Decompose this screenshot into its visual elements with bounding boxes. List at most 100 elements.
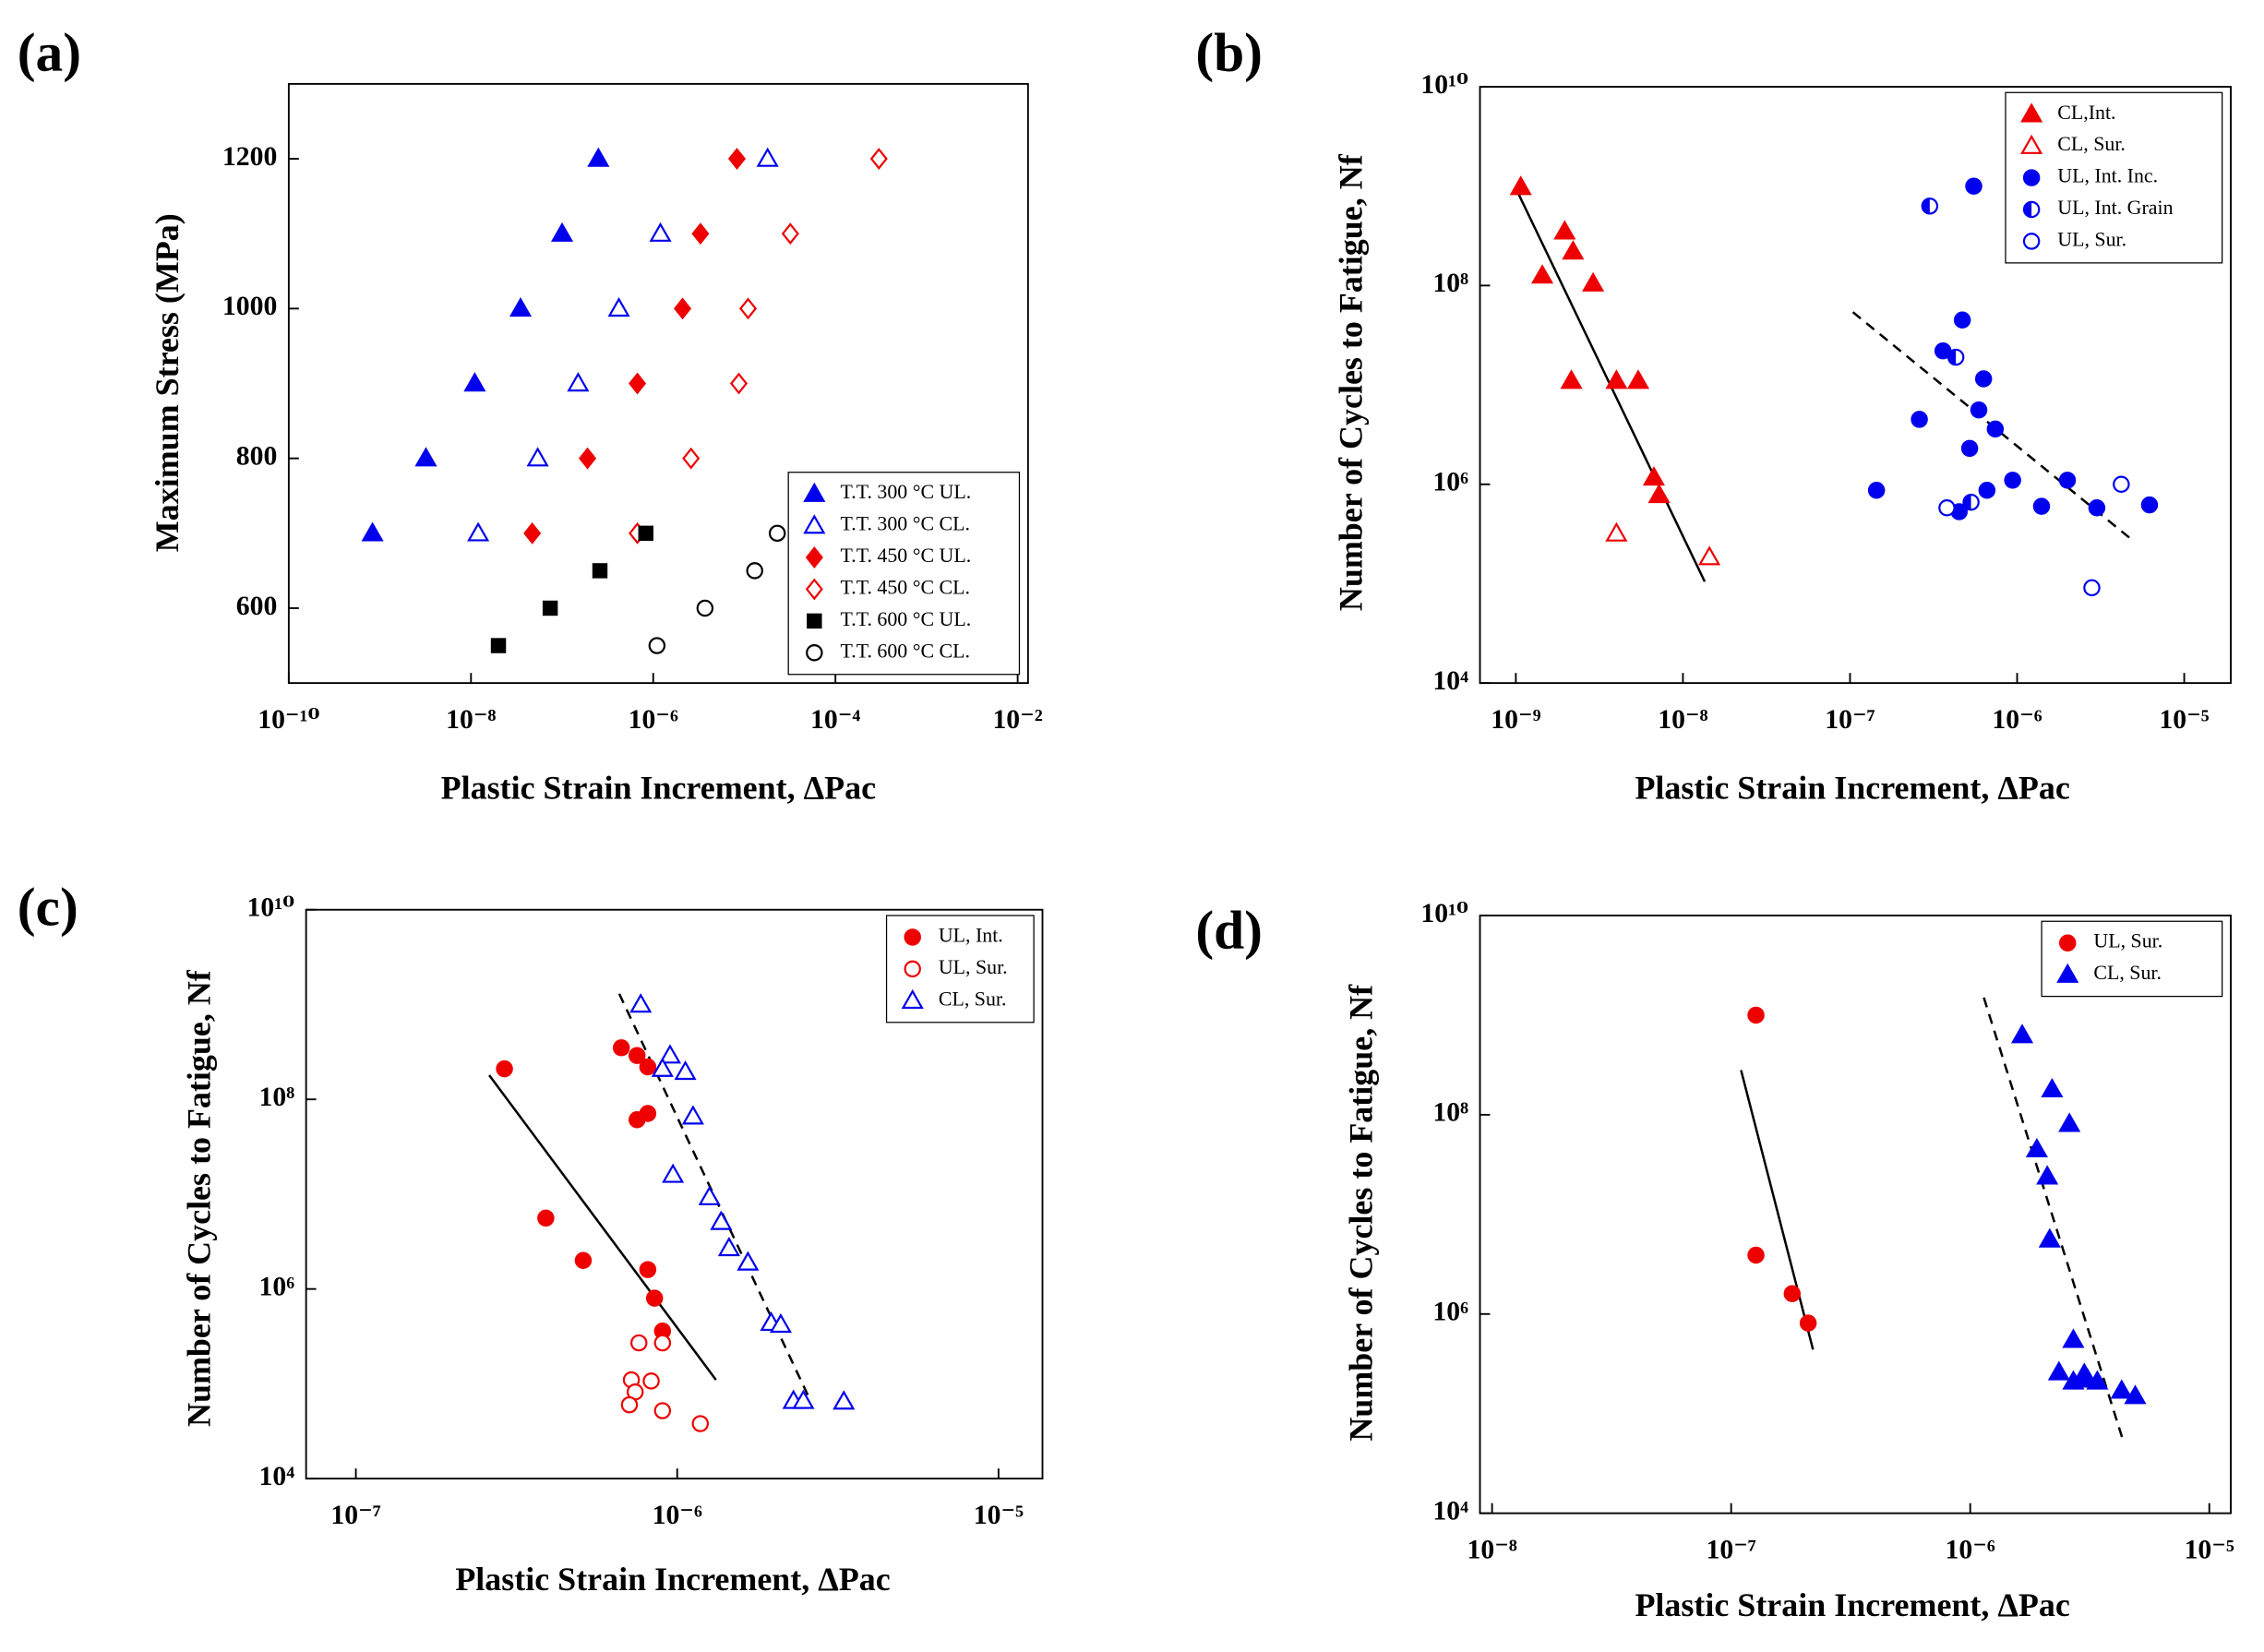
legend-marker bbox=[805, 578, 823, 601]
data-point bbox=[833, 1390, 856, 1410]
legend-label: T.T. 600 °C CL. bbox=[840, 639, 970, 662]
data-point bbox=[691, 222, 710, 245]
legend-marker bbox=[806, 644, 823, 662]
y-tick-label: 10⁸ bbox=[1432, 269, 1468, 298]
legend-marker bbox=[805, 546, 823, 569]
data-point bbox=[1974, 370, 1993, 388]
data-point bbox=[620, 1395, 639, 1414]
data-point bbox=[1605, 369, 1628, 389]
plot-frame bbox=[305, 908, 1044, 1480]
legend-marker bbox=[803, 482, 826, 502]
y-axis-label: Number of Cycles to Fatigue, Nf bbox=[180, 969, 217, 1427]
data-point bbox=[1747, 1006, 1765, 1024]
data-point bbox=[467, 521, 490, 542]
panel: (a) Plastic Strain Increment, ΔPac Maximum… bbox=[18, 21, 1043, 806]
data-point bbox=[567, 372, 590, 392]
legend-label: UL, Int. bbox=[939, 923, 1003, 946]
data-point bbox=[2036, 1165, 2059, 1185]
marker-half bbox=[1948, 349, 1957, 365]
data-point bbox=[645, 1289, 664, 1307]
data-point bbox=[651, 1057, 674, 1077]
data-point bbox=[739, 297, 758, 320]
data-point bbox=[1960, 439, 1979, 458]
data-point bbox=[1642, 466, 1665, 486]
data-point bbox=[727, 148, 747, 170]
data-point bbox=[2062, 1328, 2085, 1348]
plot-frame bbox=[1479, 86, 2232, 685]
data-point bbox=[1953, 311, 1971, 329]
data-point bbox=[662, 1163, 685, 1183]
legend-label: UL, Sur. bbox=[939, 955, 1008, 978]
marker-half bbox=[1922, 198, 1930, 214]
data-point bbox=[550, 221, 574, 242]
y-tick-label: 1200 bbox=[222, 142, 277, 172]
data-point bbox=[1965, 177, 1982, 195]
y-tick-label: 10¹⁰ bbox=[1420, 899, 1468, 928]
data-point bbox=[630, 1334, 648, 1352]
x-tick-label: 10⁻⁶ bbox=[629, 705, 678, 735]
data-point bbox=[592, 563, 608, 579]
data-point bbox=[792, 1389, 815, 1409]
legend-marker bbox=[2059, 934, 2077, 952]
x-tick-label: 10⁻⁷ bbox=[1707, 1536, 1756, 1565]
x-axis-label: Plastic Strain Increment, ΔPac bbox=[455, 1561, 890, 1598]
x-tick-label: 10⁻⁹ bbox=[1491, 705, 1540, 735]
data-point bbox=[2058, 1112, 2081, 1132]
data-point bbox=[642, 1372, 660, 1390]
data-point bbox=[2025, 1137, 2048, 1158]
legend-marker bbox=[803, 514, 826, 534]
fit-line bbox=[488, 1074, 717, 1381]
x-tick-label: 10⁻⁵ bbox=[974, 1501, 1024, 1530]
data-point bbox=[869, 148, 888, 170]
x-tick-label: 10⁻⁷ bbox=[1825, 705, 1875, 735]
data-point bbox=[2004, 472, 2021, 489]
data-point bbox=[1911, 411, 1928, 428]
y-tick-label: 10¹⁰ bbox=[1420, 70, 1468, 100]
legend-marker bbox=[2020, 102, 2043, 123]
data-point bbox=[1531, 264, 1554, 284]
data-point bbox=[1698, 545, 1721, 566]
legend-marker bbox=[2020, 134, 2043, 154]
data-point bbox=[509, 296, 533, 317]
data-point bbox=[1560, 369, 1583, 389]
legend-label: T.T. 300 °C CL. bbox=[840, 512, 970, 535]
panel: (c) Plastic Strain Increment, ΔPac Number … bbox=[18, 877, 1044, 1598]
x-tick-label: 10⁻⁶ bbox=[653, 1501, 702, 1530]
plot-frame bbox=[1479, 915, 2232, 1514]
legend-label: T.T. 600 °C UL. bbox=[840, 607, 971, 630]
data-point bbox=[1867, 482, 1886, 499]
legend-marker bbox=[2022, 200, 2041, 219]
data-point bbox=[542, 600, 558, 617]
data-point bbox=[653, 1334, 672, 1352]
marker-half bbox=[1963, 495, 1971, 510]
y-tick-label: 10¹⁰ bbox=[246, 893, 294, 923]
data-point bbox=[496, 1059, 513, 1078]
data-point bbox=[1962, 493, 1980, 511]
legend-marker bbox=[807, 613, 822, 629]
data-point bbox=[629, 1047, 646, 1064]
data-point bbox=[463, 372, 486, 392]
data-point bbox=[653, 1402, 672, 1419]
data-point bbox=[781, 222, 799, 245]
plot-frame bbox=[287, 82, 1029, 685]
legend-label: UL, Sur. bbox=[2093, 929, 2162, 952]
marker-half bbox=[2024, 201, 2032, 218]
y-tick-label: 10⁶ bbox=[1432, 1298, 1468, 1327]
data-point bbox=[639, 1105, 657, 1122]
data-point bbox=[710, 1210, 733, 1230]
panel-label: (a) bbox=[18, 21, 81, 82]
y-tick-label: 10⁶ bbox=[1432, 468, 1468, 497]
data-point bbox=[1647, 483, 1671, 504]
data-point bbox=[639, 1261, 657, 1278]
legend-marker bbox=[901, 988, 924, 1010]
data-point bbox=[696, 599, 714, 617]
y-tick-label: 600 bbox=[236, 592, 278, 621]
data-point bbox=[2073, 1362, 2096, 1383]
x-tick-label: 10⁻⁶ bbox=[1946, 1536, 1995, 1565]
data-point bbox=[1986, 420, 2005, 438]
legend-label: UL, Int. Inc. bbox=[2057, 164, 2158, 187]
x-tick-label: 10⁻⁶ bbox=[1992, 705, 2042, 735]
data-point bbox=[698, 1185, 721, 1205]
data-point bbox=[1626, 369, 1650, 389]
